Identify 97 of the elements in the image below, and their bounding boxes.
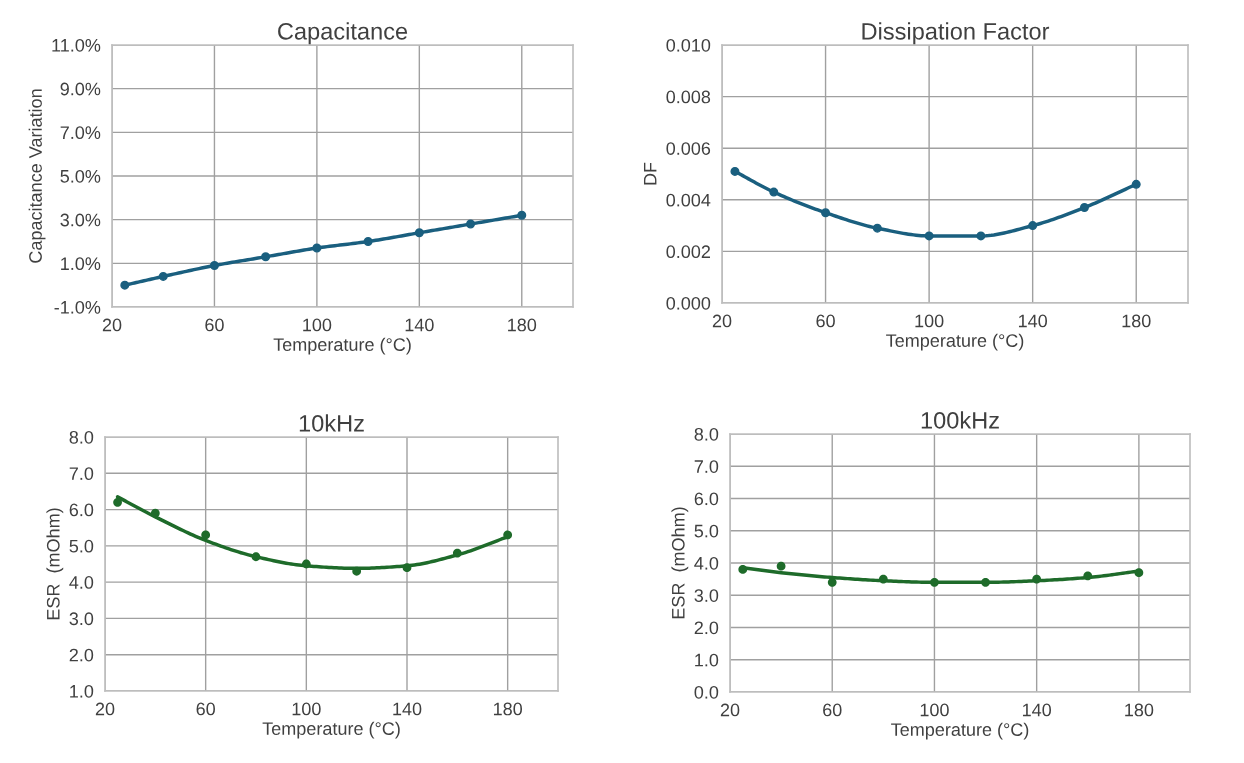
y-tick-label: 0.000 — [666, 296, 711, 310]
x-tick-label: 180 — [1122, 314, 1151, 328]
y-tick-label: 1.0% — [61, 257, 101, 271]
point — [158, 271, 168, 281]
y-tick-label: 3.0 — [69, 612, 94, 626]
point — [1032, 574, 1042, 584]
y-tick-label: 4.0 — [694, 556, 719, 570]
x-tick-label: 60 — [823, 703, 842, 717]
x-tick-label: 20 — [720, 703, 740, 717]
point — [1028, 221, 1038, 231]
point — [452, 548, 462, 558]
y-tick-label: 11.0% — [52, 38, 101, 52]
x-tick-label: 140 — [1022, 703, 1052, 717]
chart-title: Capacitance — [278, 22, 408, 45]
y-tick-label: 3.0% — [60, 213, 101, 227]
y-tick-label: 9.0% — [60, 82, 101, 96]
point — [120, 280, 130, 290]
x-tick-label: 60 — [816, 314, 835, 328]
x-axis-title: Temperature (°C) — [273, 337, 411, 355]
point — [1083, 571, 1093, 581]
point — [1079, 203, 1089, 213]
y-tick-label: 6.0 — [694, 492, 719, 506]
x-tick-label: 60 — [196, 702, 215, 716]
x-axis-title: Temperature (°C) — [262, 721, 400, 739]
point — [352, 566, 362, 576]
point — [402, 563, 412, 573]
x-tick-label: 140 — [1018, 314, 1048, 328]
y-tick-label: 2.0 — [69, 648, 94, 662]
point — [363, 237, 373, 246]
point — [301, 559, 311, 569]
y-tick-label: 7.0 — [69, 467, 94, 481]
point — [730, 166, 740, 176]
point — [312, 243, 322, 253]
point — [878, 574, 888, 584]
y-tick-label: 1.0 — [695, 653, 719, 667]
x-tick-label: 20 — [95, 702, 115, 716]
x-tick-label: 20 — [102, 318, 122, 332]
chart-title: Dissipation Factor — [862, 22, 1050, 45]
point — [503, 530, 513, 540]
chart-title: 10kHz — [299, 414, 364, 432]
y-tick-label: 4.0 — [69, 576, 94, 589]
y-tick-label: 0.008 — [666, 90, 711, 104]
y-tick-label: 2.0 — [694, 621, 719, 635]
point — [976, 231, 986, 241]
y-axis-title: ESR (mOhm) — [46, 508, 64, 620]
point — [776, 561, 786, 571]
y-tick-label: 5.0 — [69, 539, 94, 553]
x-tick-label: 20 — [712, 314, 732, 328]
point — [924, 231, 934, 241]
x-tick-label: 100 — [303, 318, 332, 332]
point — [1131, 179, 1141, 189]
y-axis-title: DF — [643, 162, 657, 185]
x-tick-label: 100 — [920, 703, 949, 717]
x-tick-label: 180 — [508, 318, 537, 332]
y-axis-title: ESR (mOhm) — [671, 507, 689, 619]
y-tick-label: 8.0 — [69, 430, 94, 444]
point — [821, 208, 831, 218]
x-axis-title: Temperature (°C) — [891, 722, 1029, 740]
point — [201, 530, 211, 540]
x-tick-label: 140 — [393, 702, 422, 716]
chart-title: 100kHz — [921, 411, 999, 429]
y-tick-label: -1.0% — [54, 300, 101, 314]
y-tick-label: 0.002 — [666, 245, 710, 259]
x-tick-label: 100 — [915, 314, 944, 328]
point — [466, 219, 476, 229]
y-tick-label: 1.0 — [70, 684, 94, 698]
point — [769, 187, 779, 197]
y-tick-label: 5.0% — [60, 169, 101, 183]
y-tick-label: 0.010 — [666, 38, 711, 52]
y-tick-label: 3.0 — [694, 589, 719, 602]
y-tick-label: 6.0 — [69, 503, 94, 517]
point — [261, 252, 271, 262]
y-tick-label: 8.0 — [694, 427, 719, 441]
y-tick-label: 0.0 — [694, 685, 719, 699]
x-tick-label: 60 — [205, 318, 224, 332]
point — [113, 497, 122, 507]
y-tick-label: 0.006 — [666, 142, 711, 155]
y-tick-label: 7.0% — [60, 126, 101, 140]
point — [981, 577, 990, 587]
y-axis-title: Capacitance Variation — [28, 89, 46, 263]
point — [1134, 568, 1144, 578]
x-tick-label: 180 — [1125, 703, 1154, 717]
point — [150, 508, 160, 518]
x-axis-title: Temperature (°C) — [886, 333, 1024, 351]
point — [251, 552, 261, 562]
x-tick-label: 140 — [405, 318, 434, 332]
point — [738, 565, 748, 574]
point — [517, 210, 527, 220]
point — [414, 228, 424, 238]
y-tick-label: 0.004 — [666, 193, 711, 207]
y-tick-label: 5.0 — [694, 524, 719, 538]
x-tick-label: 100 — [292, 702, 321, 716]
point — [209, 261, 219, 271]
y-tick-label: 7.0 — [694, 460, 719, 473]
point — [872, 223, 882, 233]
x-tick-label: 180 — [493, 702, 523, 716]
point — [930, 577, 939, 587]
